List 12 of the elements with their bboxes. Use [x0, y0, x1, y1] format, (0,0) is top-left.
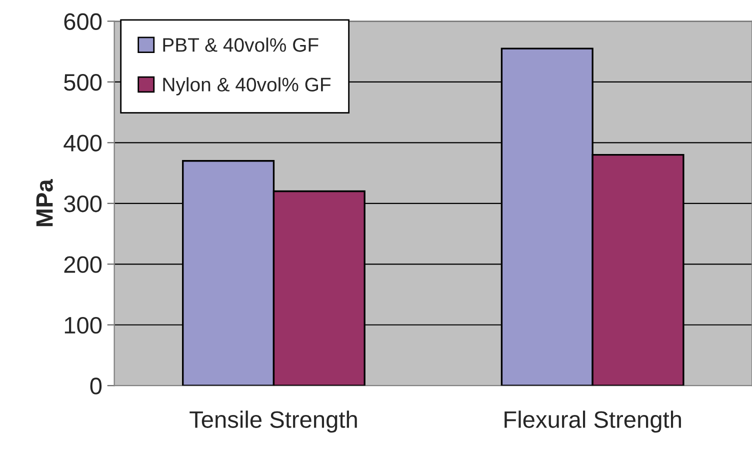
y-tick-label: 500: [64, 74, 102, 91]
legend-label: PBT & 40vol% GF: [163, 38, 318, 52]
y-tick-label: 200: [64, 256, 102, 273]
x-tick-label: Flexural Strength: [504, 410, 681, 433]
y-tick-label: 600: [64, 13, 102, 30]
y-tick-label: 400: [64, 134, 102, 152]
y-axis-title: MPa: [36, 178, 53, 226]
x-tick-label: Tensile Strength: [190, 410, 357, 433]
y-tick-label: 100: [64, 316, 102, 334]
y-tick-label: 300: [64, 195, 102, 212]
y-tick-label: 0: [90, 378, 102, 394]
legend-label: Nylon & 40vol% GF: [163, 77, 331, 96]
